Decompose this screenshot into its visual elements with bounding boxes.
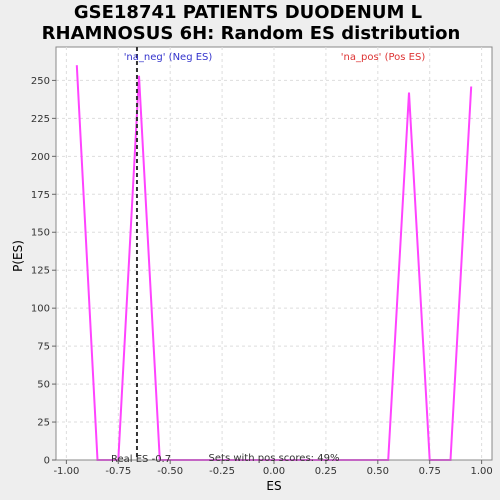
y-axis-label: P(ES) xyxy=(11,240,25,272)
y-tick-label: 0 xyxy=(44,456,50,467)
axes: 0 25 50 75 100 125 150 175 200 225 250 -1.00 -0.75 -0… xyxy=(31,47,493,477)
y-tick-label: 100 xyxy=(31,304,50,315)
y-tick-label: 175 xyxy=(31,190,50,201)
real-es-label: Real ES -0.7 xyxy=(111,454,171,465)
x-tick-label: 0.50 xyxy=(367,466,389,477)
x-tick-label: -0.25 xyxy=(209,466,235,477)
x-tick-label: 0.00 xyxy=(263,466,285,477)
neg-es-label: 'na_neg' (Neg ES) xyxy=(124,52,213,63)
y-tick-label: 125 xyxy=(31,266,50,277)
x-tick-label: -0.50 xyxy=(157,466,183,477)
x-tick-label: -1.00 xyxy=(53,466,79,477)
pos-scores-label: Sets with pos scores: 49% xyxy=(209,453,340,464)
y-tick-label: 250 xyxy=(31,76,50,87)
y-tick-label: 25 xyxy=(37,418,50,429)
y-tick-label: 200 xyxy=(31,152,50,163)
y-tick-label: 225 xyxy=(31,114,50,125)
x-tick-label: 0.25 xyxy=(315,466,337,477)
x-tick-label: -0.75 xyxy=(105,466,131,477)
y-tick-label: 75 xyxy=(37,342,50,353)
pos-es-label: 'na_pos' (Pos ES) xyxy=(341,52,426,63)
chart-title-line-2: RHAMNOSUS 6H: Random ES distribution xyxy=(42,23,461,44)
y-tick-label: 150 xyxy=(31,228,50,239)
y-tick-label: 50 xyxy=(37,380,50,391)
x-tick-label: 1.00 xyxy=(470,466,492,477)
x-axis-label: ES xyxy=(266,479,281,493)
chart-title-line-1: GSE18741 PATIENTS DUODENUM L xyxy=(74,2,422,23)
x-tick-label: 0.75 xyxy=(419,466,441,477)
